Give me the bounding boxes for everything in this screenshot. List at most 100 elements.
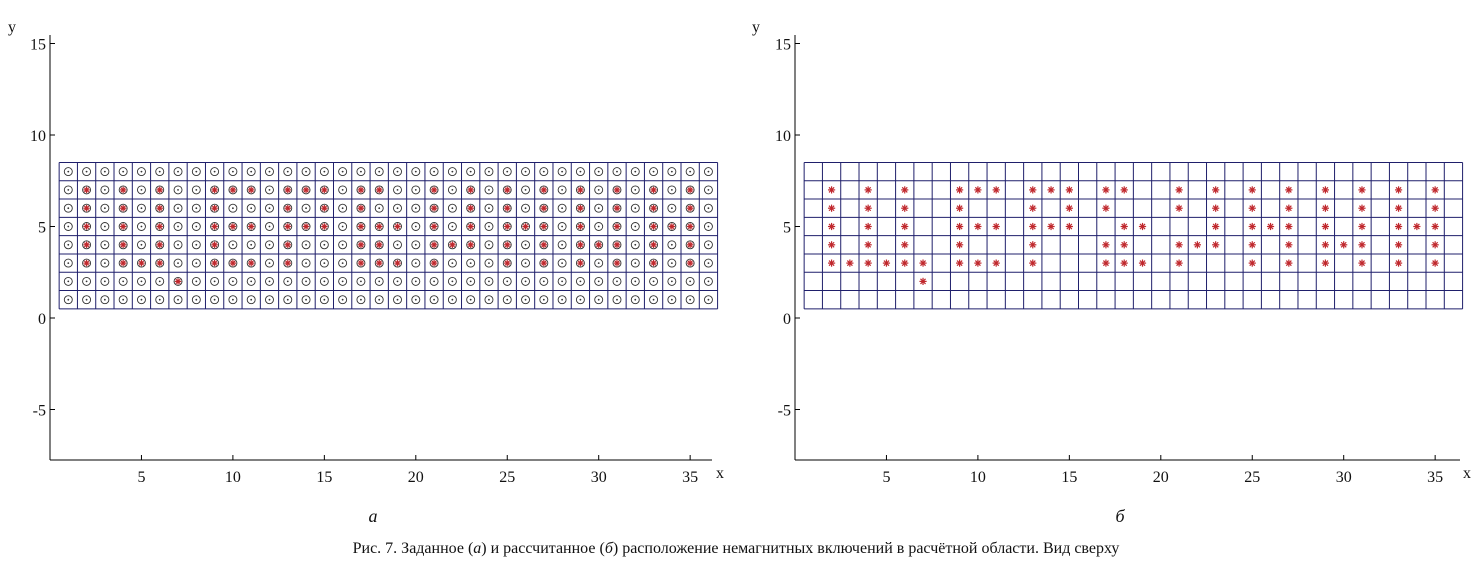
inclusion-marker [82, 203, 92, 213]
inclusion-marker [228, 185, 238, 195]
empty-cell-marker [575, 295, 585, 305]
star-marker [1321, 259, 1330, 267]
empty-cell-dot [103, 298, 106, 301]
star-marker [992, 186, 1000, 194]
empty-cell-dot [414, 298, 417, 301]
empty-cell-dot [396, 189, 399, 191]
empty-cell-dot [433, 298, 435, 301]
star-stroke [541, 242, 547, 248]
empty-cell-dot [341, 298, 344, 301]
inclusion-marker [466, 222, 476, 231]
star-stroke [211, 223, 218, 230]
empty-cell-marker [155, 167, 165, 177]
empty-cell-marker [100, 258, 110, 268]
empty-cell-dot [158, 170, 161, 173]
y-tick-label: 0 [783, 311, 791, 328]
empty-cell-dot [524, 189, 527, 191]
inclusion-marker [210, 185, 220, 195]
empty-cell-dot [195, 189, 198, 191]
empty-cell-dot [140, 280, 143, 283]
x-tick-label: 10 [970, 469, 986, 486]
empty-cell-dot [396, 170, 399, 173]
star-stroke [138, 260, 145, 266]
star-stroke [1066, 186, 1073, 193]
star-marker [357, 223, 365, 230]
inclusion-marker [374, 258, 384, 268]
star-marker [156, 259, 163, 267]
star-marker [174, 278, 182, 285]
star-stroke [1395, 205, 1402, 212]
empty-cell-dot [360, 280, 362, 283]
star-stroke [358, 205, 364, 211]
star-marker [1431, 241, 1439, 249]
empty-cell-marker [447, 258, 457, 268]
inclusion-marker [374, 222, 384, 231]
empty-cell-dot [707, 280, 710, 283]
empty-cell-dot [67, 298, 70, 301]
empty-cell-dot [616, 298, 618, 301]
star-marker [613, 241, 621, 248]
empty-cell-marker [484, 240, 494, 250]
empty-cell-dot [469, 280, 472, 283]
empty-cell-dot [177, 243, 179, 246]
inclusion-marker [429, 222, 439, 231]
inclusion-marker [667, 222, 677, 231]
empty-cell-marker [502, 276, 512, 286]
empty-cell-marker [374, 203, 384, 213]
empty-cell-marker [191, 258, 201, 268]
star-stroke [1102, 260, 1109, 267]
star-stroke [846, 260, 853, 267]
y-tick-label: 15 [30, 37, 46, 54]
star-marker [1175, 186, 1183, 194]
empty-cell-dot [305, 280, 307, 283]
star-stroke [541, 187, 547, 193]
star-marker [1120, 186, 1128, 194]
star-stroke [248, 187, 254, 193]
empty-cell-dot [396, 280, 399, 283]
inclusion-marker [649, 203, 659, 213]
star-marker [357, 241, 365, 248]
star-stroke [577, 260, 584, 266]
star-stroke [1102, 241, 1109, 248]
star-stroke [1432, 223, 1439, 230]
panel-a: 5 10 15 20 25 30 35 -5 0 5 10 15 x y а [8, 19, 724, 526]
star-marker [284, 205, 291, 212]
empty-cell-marker [447, 203, 457, 213]
star-stroke [687, 242, 693, 248]
star-marker [211, 223, 218, 230]
star-stroke [1322, 186, 1329, 193]
empty-cell-marker [374, 276, 384, 286]
empty-cell-marker [63, 258, 73, 268]
star-marker [467, 241, 474, 248]
star-stroke [1249, 241, 1256, 248]
inclusion-marker [118, 185, 128, 195]
empty-cell-dot [323, 280, 326, 283]
star-marker [1285, 186, 1293, 194]
empty-cell-marker [100, 167, 110, 177]
star-stroke [230, 187, 236, 193]
empty-cell-marker [667, 203, 677, 213]
star-stroke [1340, 241, 1347, 248]
star-stroke [1102, 205, 1109, 212]
star-stroke [83, 242, 90, 248]
star-marker [613, 186, 621, 194]
star-stroke [669, 223, 675, 230]
star-marker [577, 241, 584, 248]
empty-cell-marker [484, 222, 494, 231]
star-marker [376, 186, 383, 194]
star-stroke [1212, 205, 1219, 212]
star-stroke [920, 260, 926, 267]
star-stroke [1121, 260, 1128, 267]
inclusion-marker [374, 240, 384, 250]
empty-cell-dot [634, 189, 637, 191]
star-stroke [467, 187, 474, 193]
star-marker [1394, 241, 1403, 249]
x-axis-label: x [716, 465, 724, 482]
empty-cell-marker [136, 276, 146, 286]
empty-cell-dot [305, 262, 307, 264]
star-marker [901, 222, 909, 231]
star-marker [376, 241, 383, 248]
star-marker [1175, 259, 1183, 267]
star-stroke [1048, 223, 1055, 230]
star-marker [156, 205, 163, 212]
